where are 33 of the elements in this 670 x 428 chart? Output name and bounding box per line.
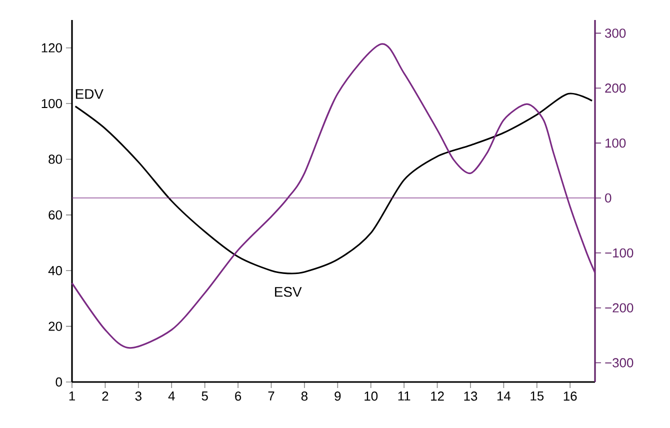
x-tick-label: 4 [168,392,175,400]
x-tick-label: 9 [334,392,341,401]
y2-tick-label: 200 [605,84,626,93]
y2-tick-label: 0 [605,193,612,203]
x-tick-label: 2 [102,392,108,401]
y-tick-label: 20 [48,322,62,331]
annotation: EDV [76,89,104,99]
y2-tick-label: −100 [605,248,634,258]
y-tick-label: 120 [42,43,62,52]
y2-tick-label: 300 [605,28,626,38]
y2-tick-label: −200 [605,303,634,312]
x-tick-label: 15 [530,392,544,401]
x-tick-label: 6 [235,392,242,401]
y2-tick-label: −300 [605,358,634,368]
x-tick-label: 13 [464,392,478,401]
x-tick-label: 7 [268,392,274,400]
y-tick-label: 40 [48,266,62,276]
x-tick-label: 3 [135,392,142,401]
x-tick-label: 16 [564,392,577,401]
y-tick-label: 60 [48,210,62,220]
x-tick-label: 5 [202,392,208,401]
y-tick-label: 100 [42,98,62,108]
x-tick-label: 12 [431,392,444,401]
annotation: ESV [275,286,302,297]
x-tick-label: 14 [497,392,511,400]
y-tick-label: 80 [48,154,62,164]
x-tick-label: 1 [69,392,75,400]
x-tick-label: 11 [398,392,410,400]
y-tick-label: 0 [56,377,62,387]
line-series [71,43,596,349]
x-tick-label: 8 [301,392,308,401]
y2-tick-label: 100 [606,138,626,148]
x-tick-label: 10 [364,392,378,401]
